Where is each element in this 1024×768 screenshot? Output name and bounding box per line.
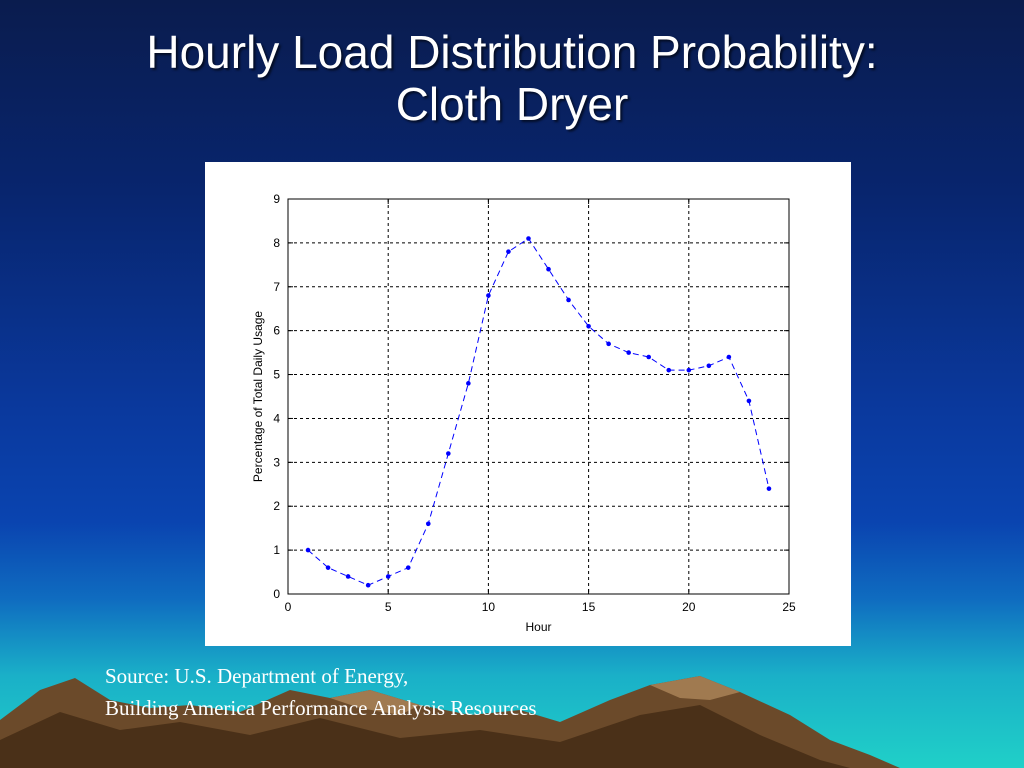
data-point (446, 451, 451, 456)
chart-panel: 0 5 10 15 20 25 0 1 2 3 4 5 6 7 8 9 Hour Percentage of … (205, 162, 851, 646)
y-tick-label: 5 (273, 368, 280, 382)
y-tick-label: 8 (273, 236, 280, 250)
x-tick-label: 5 (385, 600, 392, 614)
data-point (686, 367, 692, 373)
data-point (365, 582, 371, 588)
x-tick-label: 20 (682, 600, 696, 614)
data-point (425, 521, 431, 527)
data-point (546, 266, 551, 272)
y-tick-label: 9 (273, 192, 280, 206)
y-tick-label: 7 (273, 280, 280, 294)
data-point (586, 323, 591, 329)
data-point (566, 297, 571, 303)
y-tick-label: 4 (273, 411, 280, 425)
data-point (766, 486, 772, 491)
y-tick-label: 0 (273, 587, 280, 601)
x-tick-label: 25 (782, 600, 796, 614)
series-line (307, 237, 770, 586)
data-point (345, 574, 351, 579)
tick-layer: 0 5 10 15 20 25 0 1 2 3 4 5 6 7 8 9 (273, 192, 796, 614)
data-point (486, 293, 491, 298)
y-tick-label: 1 (273, 543, 280, 557)
data-point (606, 341, 611, 347)
slide-title: Hourly Load Distribution Probability: Cl… (0, 26, 1024, 130)
x-tick-label: 10 (482, 600, 496, 614)
data-point (305, 547, 311, 553)
y-axis-title: Percentage of Total Daily Usage (251, 311, 265, 483)
data-point (706, 363, 712, 369)
data-point (526, 236, 531, 241)
grid-layer (288, 199, 789, 594)
source-line-1: Source: U.S. Department of Energy, (105, 664, 409, 688)
source-note: Source: U.S. Department of Energy, Build… (105, 660, 537, 724)
x-tick-label: 0 (285, 600, 292, 614)
data-point (325, 565, 331, 570)
data-point (405, 565, 411, 570)
data-point (506, 249, 511, 254)
plot-frame (287, 198, 790, 595)
y-tick-label: 2 (273, 499, 280, 513)
y-tick-label: 6 (273, 324, 280, 338)
source-line-2: Building America Performance Analysis Re… (105, 696, 537, 720)
data-point (466, 381, 471, 386)
series-layer (305, 236, 772, 588)
data-point (666, 367, 672, 373)
data-point (385, 574, 391, 579)
x-axis-title: Hour (525, 620, 551, 634)
data-point (646, 354, 652, 360)
data-point (726, 354, 732, 360)
data-point (746, 398, 752, 404)
x-tick-label: 15 (582, 600, 596, 614)
slide-title-line-2: Cloth Dryer (395, 78, 629, 130)
slide-title-line-1: Hourly Load Distribution Probability: (146, 26, 878, 78)
line-chart: 0 5 10 15 20 25 0 1 2 3 4 5 6 7 8 9 Hour Percentage of … (251, 192, 796, 634)
y-tick-label: 3 (273, 455, 280, 469)
data-point (626, 350, 631, 355)
